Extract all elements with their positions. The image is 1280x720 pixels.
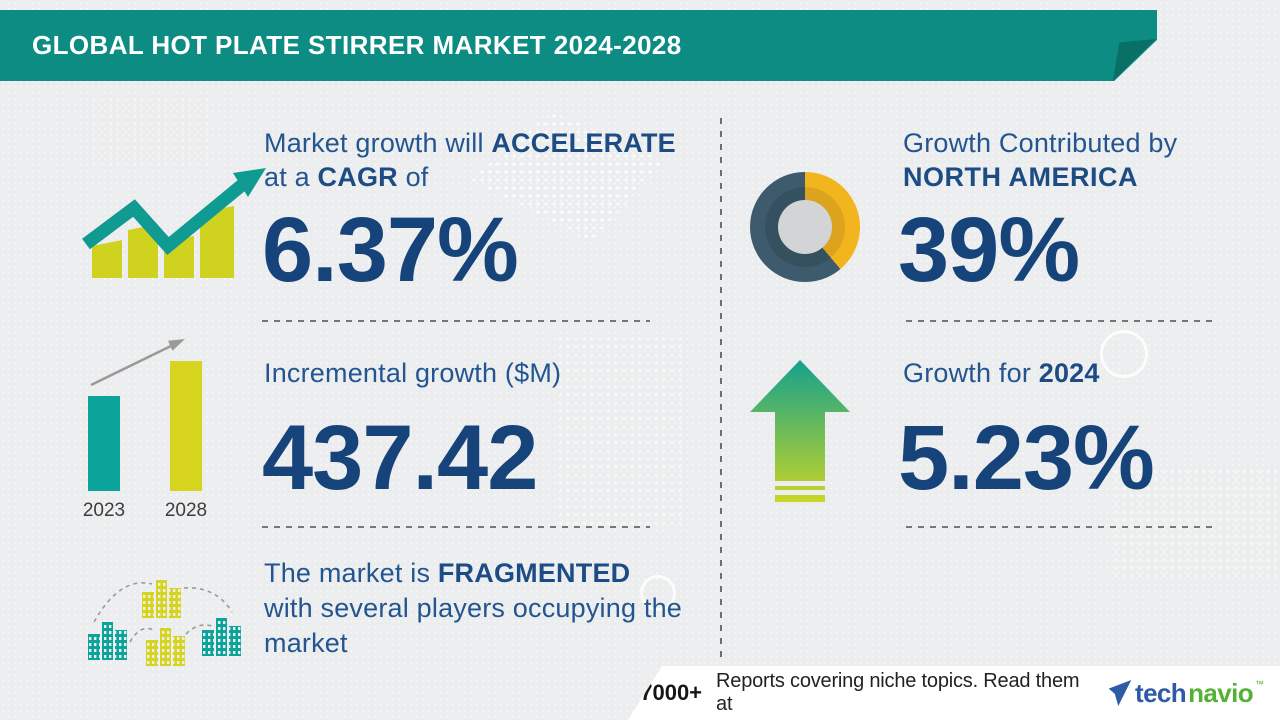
logo-trademark: ™	[1255, 679, 1264, 689]
growth-up-arrow-icon	[750, 360, 850, 502]
region-label: Growth Contributed by NORTH AMERICA	[903, 126, 1243, 194]
region-line1: Growth Contributed by	[903, 128, 1178, 158]
cagr-line2-bold: CAGR	[317, 162, 398, 192]
building-cluster-yellow-bottom	[146, 628, 185, 666]
cagr-value: 6.37%	[262, 199, 519, 301]
yoy-year: 2024	[1038, 358, 1100, 388]
decor-dot-patch	[1112, 468, 1277, 583]
column-divider	[720, 118, 722, 658]
cagr-label-accelerate: ACCELERATE	[491, 128, 676, 158]
up-arrow-shape	[750, 360, 850, 502]
building-cluster-teal-right	[202, 618, 241, 656]
incremental-label: Incremental growth ($M)	[264, 358, 562, 388]
building-cluster-yellow-top	[142, 580, 181, 618]
bar-2028	[170, 361, 202, 491]
donut-chart-icon	[750, 172, 860, 282]
arrow-stripe	[775, 481, 825, 486]
divider-right-2	[906, 526, 1216, 528]
footer-bar: 17000+ Reports covering niche topics. Re…	[628, 666, 1280, 720]
incremental-value: 437.42	[262, 407, 538, 509]
footer-tagline: Reports covering niche topics. Read them…	[716, 670, 1080, 715]
fragmented-pre: The market is	[264, 558, 431, 588]
market-growth-icon	[82, 168, 266, 278]
logo-text-navio: navio	[1188, 678, 1254, 708]
growth-arrow-line	[82, 179, 247, 255]
trend-arrow-line	[90, 343, 174, 387]
year-label-2023: 2023	[83, 500, 125, 521]
fragmented-market-icon	[88, 580, 241, 666]
cagr-label-regular: Market growth will	[264, 128, 484, 158]
fragmented-line3: market	[264, 628, 348, 658]
fragmented-line2: with several players occupying the	[264, 593, 683, 623]
year-label-2028: 2028	[165, 500, 207, 521]
fragmented-bold: FRAGMENTED	[437, 558, 631, 588]
building-cluster-teal-left	[88, 622, 127, 660]
donut-center	[778, 200, 832, 254]
trend-arrow-head	[168, 339, 185, 351]
decor-dot-patch	[556, 335, 681, 530]
divider-left-1	[262, 320, 650, 322]
cagr-line2-post: of	[405, 162, 429, 192]
header-banner: GLOBAL HOT PLATE STIRRER MARKET 2024-202…	[0, 10, 1157, 81]
logo-text-tech: tech	[1135, 678, 1187, 708]
incremental-growth-bars-icon: 2023 2028	[83, 339, 207, 521]
decor-dot-patch	[90, 96, 210, 166]
fragmented-label: The market is FRAGMENTED with several pl…	[264, 556, 694, 661]
connection-arcs	[93, 582, 233, 643]
yoy-label-pre: Growth for	[903, 358, 1032, 388]
technavio-arrow-icon	[1108, 680, 1132, 706]
arrow-stripe	[775, 490, 825, 495]
cagr-label: Market growth will ACCELERATE at a CAGR …	[264, 126, 684, 194]
bar-2023	[88, 396, 120, 491]
divider-right-1	[906, 320, 1216, 322]
cagr-line2-pre: at a	[264, 162, 310, 192]
decor-circle	[640, 575, 676, 611]
decor-circle	[1100, 330, 1148, 378]
growth-arrow-head	[233, 168, 266, 197]
region-value: 39%	[898, 199, 1080, 301]
yoy-label: Growth for 2024	[903, 356, 1100, 390]
yoy-value: 5.23%	[898, 407, 1155, 509]
region-name: NORTH AMERICA	[903, 162, 1138, 192]
page-title: GLOBAL HOT PLATE STIRRER MARKET 2024-202…	[32, 30, 682, 60]
technavio-logo: tech navio ™	[1107, 678, 1264, 708]
divider-left-2	[262, 526, 650, 528]
